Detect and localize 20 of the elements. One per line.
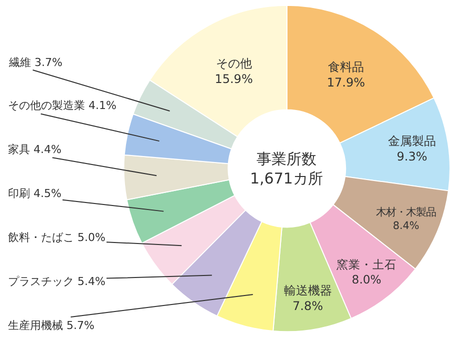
slice-label: 生産用機械 5.7% bbox=[8, 319, 94, 332]
slice-label: プラスチック 5.4% bbox=[8, 275, 106, 288]
slice-label: その他の製造業 4.1% bbox=[8, 99, 116, 112]
data-label: 15.9% bbox=[214, 72, 253, 86]
data-label: 17.9% bbox=[326, 75, 366, 90]
slice-label: 金属製品 bbox=[388, 134, 436, 148]
slice-label: 繊維 3.7% bbox=[8, 56, 62, 69]
data-label: 8.4% bbox=[392, 220, 420, 232]
slice-label: 窯業・土石 bbox=[336, 257, 397, 272]
slice-label: 家具 4.4% bbox=[8, 143, 62, 156]
slice-label: その他 bbox=[216, 56, 252, 70]
slice-label: 印刷 4.5% bbox=[8, 187, 62, 200]
data-label: 8.0% bbox=[352, 272, 382, 286]
text: 事業所数 1,671カ所 bbox=[250, 150, 323, 188]
slice-label: 木材・木製品 bbox=[376, 206, 436, 219]
slice-label: 食料品 bbox=[328, 60, 364, 74]
data-label: 9.3% bbox=[396, 150, 428, 164]
slice-label: 輸送機器 bbox=[284, 283, 332, 298]
slice-label: 飲料・たばこ 5.0% bbox=[8, 231, 106, 244]
data-label: 7.8% bbox=[292, 298, 324, 313]
